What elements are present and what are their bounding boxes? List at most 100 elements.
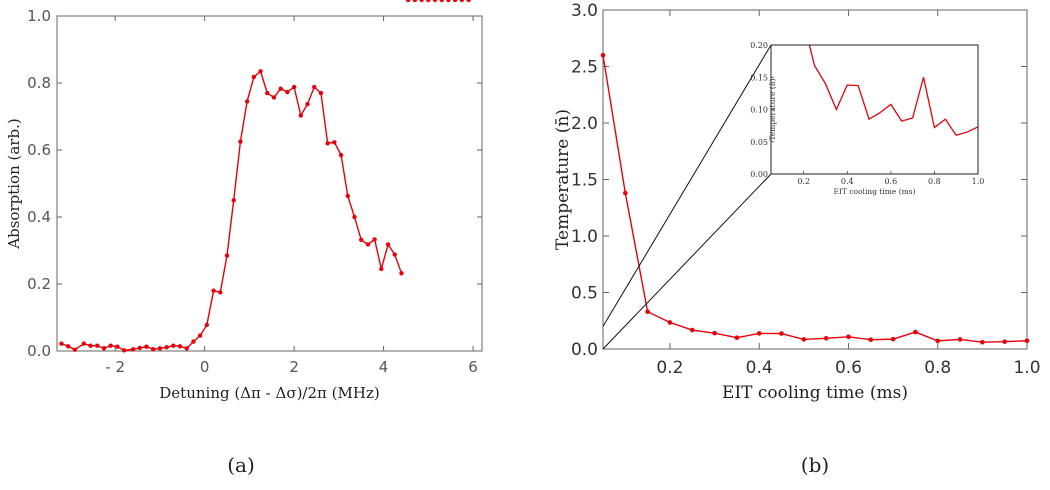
chart-a-point (459, 0, 465, 3)
chart-a-point (399, 271, 404, 276)
chart-b-point (846, 334, 851, 340)
chart-a-point (238, 139, 243, 144)
chart-a-point (224, 253, 230, 258)
chart-a-point (137, 345, 142, 351)
chart-a-points (59, 0, 471, 353)
chart-a-point (101, 346, 107, 351)
chart-a-series-line (61, 70, 403, 352)
chart-a-point (446, 0, 451, 3)
chart-a-xlabel: Detuning (Δπ - Δσ)/2π (MHz) (159, 384, 379, 402)
chart-a-point (466, 0, 471, 3)
chart-b-point (1002, 339, 1007, 344)
inset-xlabel: EIT cooling time (ms) (833, 187, 915, 196)
chart-a-ytick-label: 1.0 (27, 7, 51, 25)
inset-frame (770, 44, 979, 175)
chart-a-ytick-label: 0.4 (27, 208, 51, 226)
chart-a-point (81, 341, 87, 346)
chart-a-point (392, 252, 397, 257)
chart-a-point (231, 198, 236, 203)
chart-b-point (1024, 338, 1030, 344)
inset-series-line (808, 45, 978, 137)
chart-b-xtick-label: 0.4 (746, 358, 773, 378)
chart-a-point (305, 101, 310, 107)
chart-a-point (352, 214, 357, 220)
chart-b-ytick-label: 1.5 (571, 171, 598, 191)
chart-a-point (184, 346, 189, 351)
chart-b-point (756, 331, 762, 336)
chart-a-xtick-label: 0 (200, 358, 210, 376)
chart-a-point (359, 237, 364, 242)
chart-a-point (345, 193, 350, 199)
chart-b-point (667, 320, 673, 325)
chart-a-point (197, 333, 203, 338)
inset-background (771, 45, 978, 174)
chart-b-series-line (602, 55, 1028, 343)
chart-a-point (385, 242, 391, 247)
chart-a-point (59, 341, 64, 346)
chart-a-point (405, 0, 411, 3)
chart-a-frame (56, 15, 483, 352)
chart-a-xtick-label: - 2 (105, 358, 125, 376)
chart-a-point (332, 140, 337, 145)
chart-a: - 2 0 2 4 6 0.0 0.2 0.4 0.6 0.8 1.0 Detuning (Δπ -… (5, 0, 483, 402)
chart-a-ylabel: Absorption (arb.) (5, 118, 23, 249)
chart-a-point (312, 84, 317, 90)
chart-b-point (935, 338, 941, 344)
chart-a-point (157, 346, 163, 351)
chart-b-point (600, 52, 606, 58)
chart-a-point (379, 266, 384, 272)
chart-b-ytick-label: 3.0 (571, 1, 598, 21)
chart-b-xtick-label: 0.6 (835, 358, 862, 378)
chart-b-point (980, 339, 985, 345)
chart-b-xtick-label: 0.2 (656, 358, 683, 378)
chart-a-point (144, 344, 149, 349)
chart-a-ytick-label: 0.6 (27, 141, 51, 159)
inset-ytick-label: 0.00 (750, 170, 768, 179)
inset-ylabel: Temperature (n̄) (768, 78, 777, 140)
chart-b-point (957, 337, 963, 342)
chart-a-point (130, 347, 136, 352)
chart-a-point (298, 113, 304, 118)
chart-a-point (432, 0, 438, 3)
inset-ytick-label: 0.20 (750, 41, 768, 50)
chart-a-point (271, 95, 277, 100)
chart-a-point (72, 347, 78, 352)
inset-xtick-label: 1.0 (972, 177, 985, 186)
chart-a-ytick-label: 0.0 (27, 342, 51, 360)
chart-a-point (191, 339, 196, 344)
chart-a-point (265, 90, 270, 96)
chart-b-points (600, 52, 1030, 345)
chart-a-ticks: - 2 0 2 4 6 0.0 0.2 0.4 0.6 0.8 1.0 (27, 7, 482, 376)
chart-a-point (177, 344, 183, 349)
zoom-connector-line (602, 44, 772, 327)
inset-ytick-label: 0.15 (750, 73, 768, 82)
chart-a-point (452, 0, 458, 3)
chart-a-point (325, 141, 330, 146)
chart-a-point (65, 344, 71, 349)
chart-a-point (115, 344, 120, 349)
chart-a-point (164, 345, 169, 350)
chart-b: 0.2 0.4 0.6 0.8 1.0 0.0 0.5 1.0 1.5 2.0 2.5 3.0 EIT… (553, 1, 1041, 403)
chart-b-point (689, 327, 695, 333)
chart-b-point (801, 337, 807, 342)
inset-ytick-label: 0.05 (750, 138, 768, 147)
chart-a-point (171, 343, 176, 348)
chart-b-ytick-label: 2.5 (571, 58, 598, 78)
inset-xtick-label: 0.6 (884, 177, 897, 186)
chart-b-point (645, 309, 650, 315)
chart-a-xtick-label: 4 (379, 358, 389, 376)
chart-a-point (121, 348, 127, 353)
chart-a-point (150, 347, 156, 352)
chart-a-ytick-label: 0.2 (27, 275, 51, 293)
chart-a-point (318, 90, 324, 96)
chart-b-point (623, 190, 628, 196)
chart-a-point (412, 0, 418, 3)
inset-ytick-label: 0.10 (750, 106, 768, 115)
chart-a-point (204, 322, 210, 328)
chart-b-point (823, 335, 829, 341)
caption-b: (b) (801, 453, 829, 477)
chart-a-point (291, 84, 297, 90)
chart-a-point (372, 237, 377, 242)
inset-xtick-label: 0.8 (928, 177, 941, 186)
